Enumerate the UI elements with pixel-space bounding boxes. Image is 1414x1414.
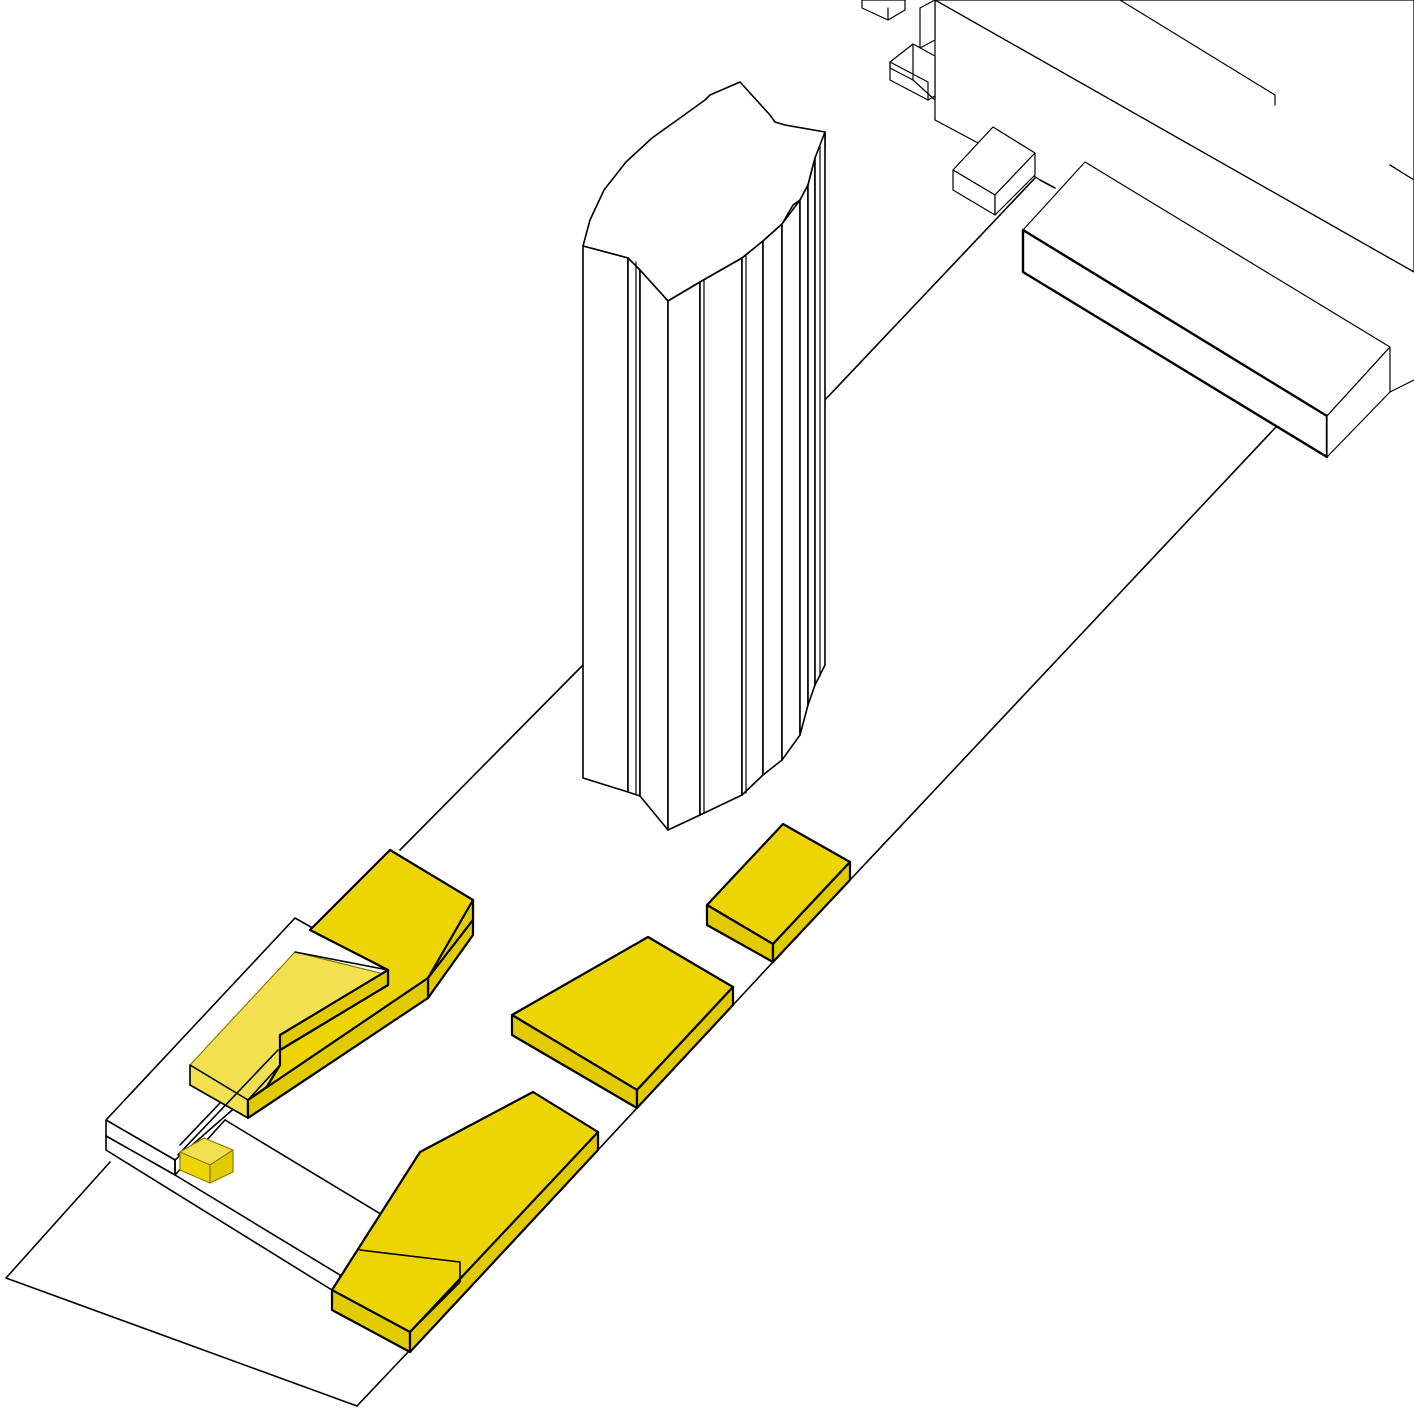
tower-mass	[582, 81, 826, 831]
proposed-volume-cube	[179, 1137, 234, 1184]
context-block-bar	[1021, 161, 1414, 459]
proposed-volume-b	[330, 1090, 600, 1354]
proposed-volumes	[177, 822, 852, 1354]
proposed-volume-a	[177, 848, 475, 1156]
context-buildings	[861, 0, 1414, 459]
context-block-long-slab	[934, 0, 1414, 273]
context-block-small-top	[861, 0, 906, 21]
proposed-volume-c	[510, 935, 735, 1110]
context-block-cube	[952, 126, 1036, 216]
site-plot	[5, 177, 1277, 1407]
proposed-volume-d	[705, 822, 852, 964]
context-block-small-left	[889, 0, 936, 101]
